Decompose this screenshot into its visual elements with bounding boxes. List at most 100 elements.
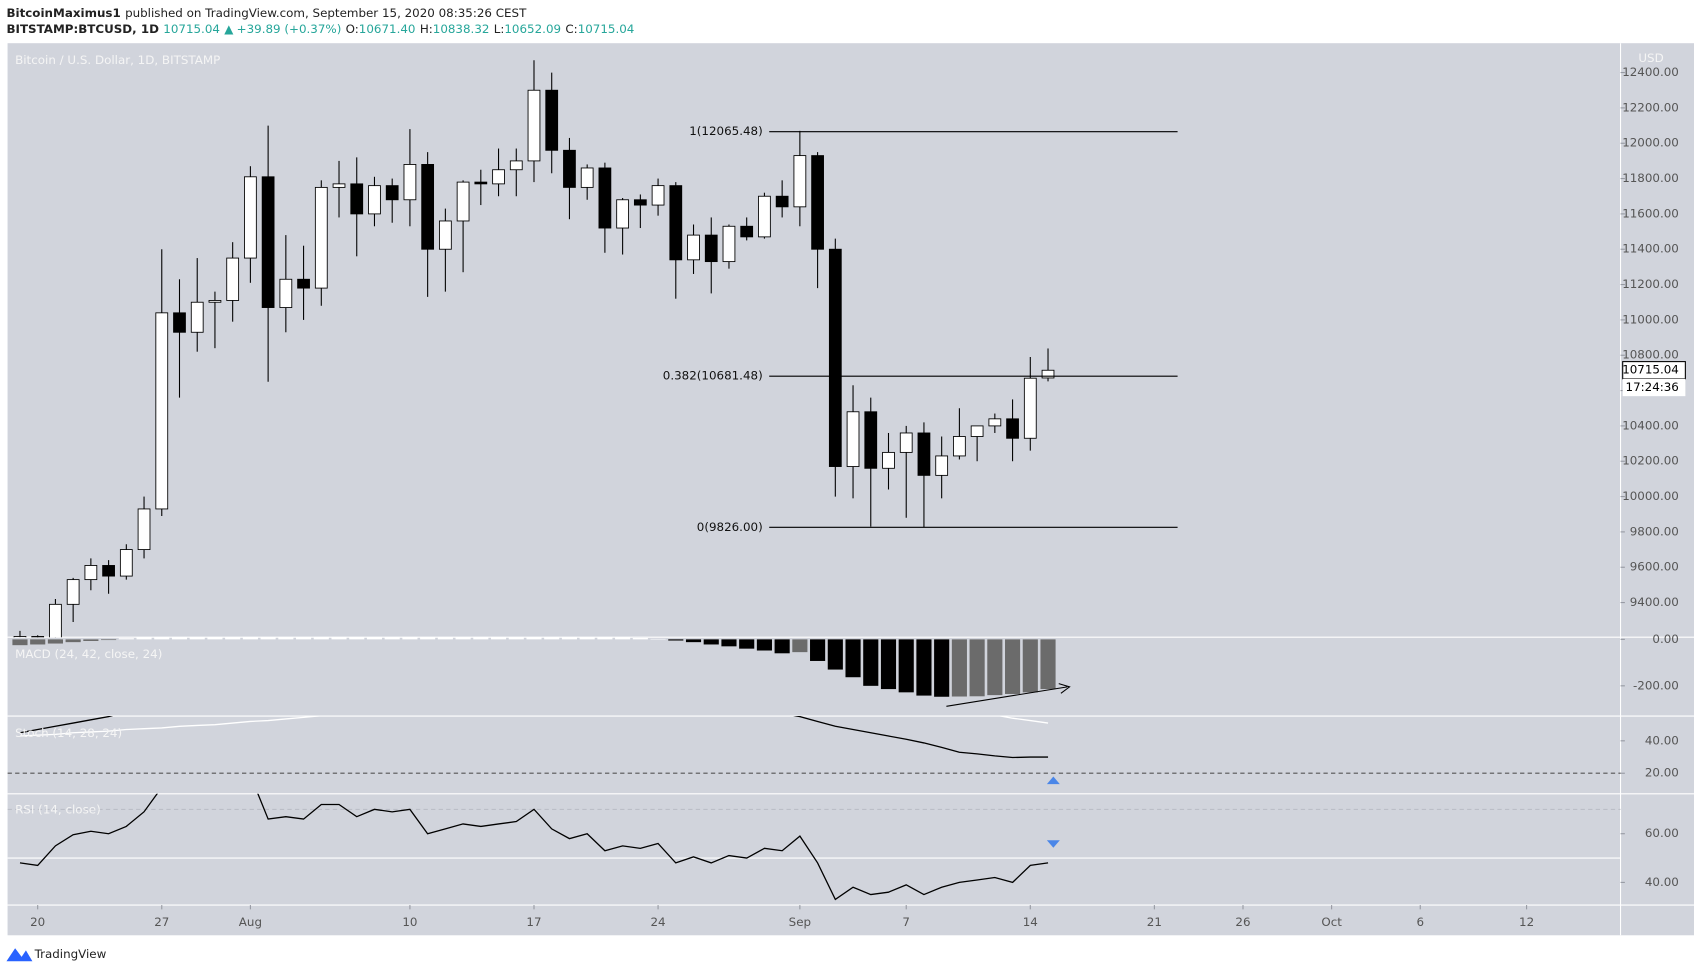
candle-body [633,199,647,206]
symbol: BITSTAMP:BTCUSD, 1D [6,22,159,36]
macd-bar [118,638,134,640]
candle-body [669,185,683,261]
x-tick-label: Aug [239,915,262,929]
macd-bar [508,637,524,640]
y-tick-label: 40.00 [1645,733,1679,747]
ohlc-value: 10652.09 [504,22,561,36]
macd-bar [579,637,595,640]
candle-body [935,455,949,476]
publish-line: BitcoinMaximus1 published on TradingView.… [6,5,527,19]
macd-bar [154,637,170,640]
last-price-label: 10715.04 [1622,363,1679,377]
indicator-line [19,716,1049,737]
stoch-pane [7,716,1621,774]
macd-bar [278,637,294,640]
macd-bar [632,637,648,640]
change: +39.89 (+0.37%) [237,22,342,36]
macd-bar [561,637,578,640]
macd-bar [225,637,241,640]
candle-body [226,257,240,301]
ohlc-value: 10671.40 [359,22,416,36]
candle-body [545,89,559,151]
candle-body [882,451,895,469]
candle-body [456,181,470,222]
macd-bar [136,637,152,640]
macd-bar [490,637,507,640]
candle-body [350,183,364,215]
candle-body [261,176,275,308]
y-tick-label: 10200.00 [1622,454,1679,468]
macd-bar [101,639,117,641]
macd-bar [47,639,63,644]
macd-bar [402,637,418,640]
candle-body [1023,377,1037,439]
candle-body [970,425,984,437]
candle-body [704,234,718,263]
fib-label: 0(9826.00) [697,520,763,534]
candle-body [84,565,98,581]
candle-body [137,508,151,551]
x-tick-label: 17 [526,915,541,929]
candle-body [509,160,523,171]
candle-body [899,432,913,453]
macd-bar [1040,639,1056,690]
signal-down [1046,840,1060,848]
ohlc-key: H: [420,22,433,36]
candle-body [208,300,222,303]
candle-body [119,549,133,577]
candle-body [492,169,505,185]
macd-bar [827,639,843,670]
macd-bar [597,637,613,640]
y-tick-label: 40.00 [1645,875,1679,889]
indicator-line [19,793,1049,901]
rsi-title: RSI (14, close) [15,803,101,817]
x-tick-label: 12 [1519,915,1534,929]
candle-body [917,432,931,476]
candle-body [1041,369,1055,379]
macd-bar [951,639,967,697]
macd-bar [366,637,383,640]
candle-body [49,603,62,638]
macd-bar [260,637,276,640]
plot-bg [7,43,1694,936]
candle-body [190,301,204,333]
macd-bar [455,637,471,640]
candle-body [722,225,736,263]
signal-up [1046,776,1060,785]
candle-body [953,436,966,457]
x-tick-label: 14 [1023,915,1038,929]
macd-bar [384,637,400,640]
macd-bar [880,639,897,690]
macd-bar [30,639,46,645]
candle-body [864,411,878,469]
candle-body [438,220,452,250]
x-tick-label: 26 [1235,915,1250,929]
y-tick-label: 20.00 [1645,766,1679,780]
macd-bar [1022,639,1038,693]
ohlc-key: O: [346,22,359,36]
macd-bar [703,639,719,645]
stoch-title: Stoch (14, 28, 24) [15,726,122,740]
x-tick-label: Oct [1321,915,1342,929]
y-tick-label: 11600.00 [1622,206,1679,220]
ohlc-key: C: [565,22,577,36]
x-tick-label: 6 [1416,915,1424,929]
candle-body [988,418,1002,427]
macd-bar [863,639,879,686]
candle-body [758,195,771,238]
y-tick-label: 12400.00 [1622,65,1679,79]
x-tick-label: Sep [789,915,811,929]
macd-bar [987,639,1003,696]
y-tick-label: 60.00 [1645,826,1679,840]
fib-label: 0.382(10681.48) [663,369,763,383]
macd-bar [615,637,631,640]
candle-body [173,312,186,333]
macd-bar [83,639,99,641]
rsi-pane [7,793,1621,901]
macd-bar [969,639,985,697]
y-tick-label: 11000.00 [1622,312,1679,326]
macd-bar [650,638,666,640]
candle-body [421,164,435,250]
candle-body [31,636,45,638]
